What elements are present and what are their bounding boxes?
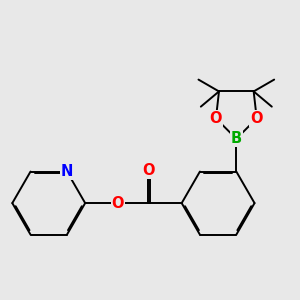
Text: O: O	[210, 111, 222, 126]
Text: N: N	[61, 164, 73, 179]
Text: B: B	[231, 131, 242, 146]
Text: O: O	[250, 111, 263, 126]
Text: O: O	[143, 163, 155, 178]
Text: O: O	[112, 196, 124, 211]
